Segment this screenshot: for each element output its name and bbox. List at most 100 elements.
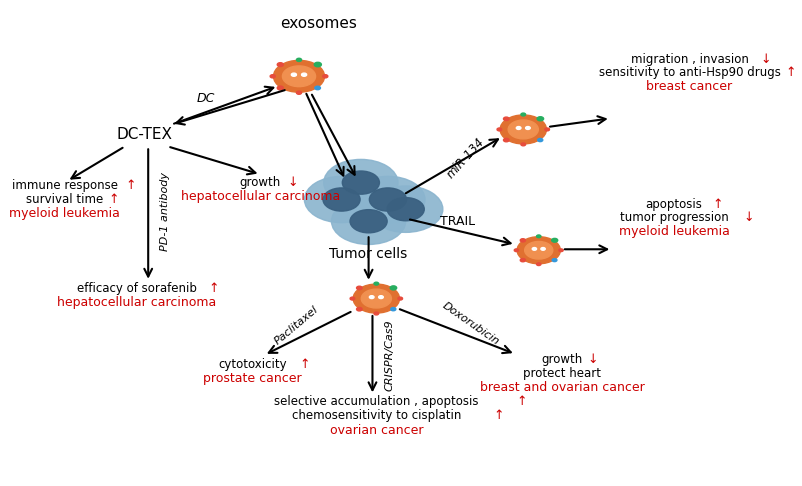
Circle shape (516, 126, 520, 129)
Text: ↑: ↑ (492, 409, 503, 421)
Text: CRISPR/Cas9: CRISPR/Cas9 (383, 319, 394, 391)
Text: growth: growth (240, 176, 281, 189)
Text: hepatocellular carcinoma: hepatocellular carcinoma (180, 190, 339, 203)
Text: efficacy of sorafenib: efficacy of sorafenib (76, 282, 196, 295)
Text: ↑: ↑ (784, 67, 795, 79)
Circle shape (322, 188, 359, 211)
Text: apoptosis: apoptosis (645, 198, 702, 211)
Text: ↑: ↑ (712, 198, 723, 211)
Circle shape (496, 128, 501, 131)
Text: protect heart: protect heart (522, 367, 600, 380)
Circle shape (269, 75, 275, 78)
Circle shape (524, 242, 552, 259)
Text: sensitivity to anti-Hsp90 drugs: sensitivity to anti-Hsp90 drugs (597, 67, 780, 79)
Circle shape (369, 188, 406, 211)
Circle shape (503, 139, 508, 142)
Circle shape (356, 308, 362, 311)
Circle shape (361, 289, 391, 308)
Circle shape (536, 235, 541, 238)
Text: ↑: ↑ (125, 179, 136, 192)
Text: ↑: ↑ (298, 358, 309, 371)
Circle shape (516, 237, 560, 264)
Circle shape (323, 159, 398, 206)
Text: ↑: ↑ (516, 395, 526, 408)
Circle shape (551, 239, 557, 242)
Circle shape (314, 86, 320, 90)
Circle shape (282, 66, 315, 87)
Circle shape (387, 198, 423, 221)
Text: ↓: ↓ (287, 176, 298, 189)
Text: myeloid leukemia: myeloid leukemia (618, 225, 728, 238)
Circle shape (532, 247, 536, 250)
Circle shape (302, 73, 306, 76)
Circle shape (525, 126, 529, 129)
Circle shape (391, 308, 395, 311)
Text: migration , invasion: migration , invasion (630, 53, 747, 66)
Text: breast cancer: breast cancer (646, 80, 731, 93)
Circle shape (304, 176, 379, 223)
Circle shape (537, 139, 542, 141)
Circle shape (520, 259, 525, 262)
Text: myeloid leukemia: myeloid leukemia (10, 207, 120, 220)
Circle shape (552, 259, 557, 261)
Circle shape (520, 239, 525, 242)
Circle shape (398, 297, 402, 300)
Text: Tumor cells: Tumor cells (329, 246, 407, 260)
Text: ↓: ↓ (743, 211, 753, 225)
Circle shape (350, 297, 354, 300)
Text: DC-TEX: DC-TEX (116, 127, 172, 142)
Text: selective accumulation , apoptosis: selective accumulation , apoptosis (273, 395, 478, 408)
Text: PD-1 antibody: PD-1 antibody (160, 172, 169, 251)
Circle shape (342, 171, 379, 194)
Circle shape (500, 115, 546, 144)
Circle shape (390, 286, 396, 290)
Circle shape (353, 284, 399, 313)
Circle shape (277, 86, 283, 90)
Text: exosomes: exosomes (280, 16, 356, 31)
Circle shape (273, 60, 324, 92)
Circle shape (296, 91, 302, 94)
Circle shape (374, 312, 379, 315)
Circle shape (379, 295, 383, 298)
Text: ovarian cancer: ovarian cancer (329, 424, 423, 437)
Circle shape (314, 62, 321, 67)
Circle shape (541, 247, 545, 250)
Text: ↓: ↓ (587, 353, 597, 366)
Circle shape (331, 198, 405, 244)
Circle shape (503, 117, 508, 121)
Circle shape (520, 113, 525, 116)
Circle shape (520, 143, 525, 146)
Text: TRAIL: TRAIL (439, 215, 475, 228)
Circle shape (368, 186, 442, 232)
Text: survival time: survival time (26, 193, 103, 206)
Text: DC: DC (196, 91, 215, 104)
Circle shape (537, 117, 543, 121)
Text: ↑: ↑ (107, 193, 119, 206)
Circle shape (508, 120, 537, 139)
Circle shape (350, 209, 387, 233)
Text: prostate cancer: prostate cancer (203, 372, 302, 385)
Text: immune response: immune response (12, 179, 118, 192)
Circle shape (369, 295, 374, 298)
Text: breast and ovarian cancer: breast and ovarian cancer (479, 381, 643, 394)
Circle shape (558, 249, 562, 252)
Text: cytotoxicity: cytotoxicity (218, 358, 286, 371)
Text: chemosensitivity to cisplatin: chemosensitivity to cisplatin (291, 409, 460, 421)
Text: ↑: ↑ (209, 282, 219, 295)
Circle shape (350, 176, 424, 223)
Circle shape (545, 128, 549, 131)
Text: Doxorubicin: Doxorubicin (439, 301, 500, 347)
Text: ↓: ↓ (759, 53, 770, 66)
Text: growth: growth (541, 353, 581, 366)
Circle shape (277, 63, 283, 67)
Text: Paclitaxel: Paclitaxel (273, 304, 320, 347)
Circle shape (356, 286, 362, 290)
Text: miR-134: miR-134 (444, 136, 486, 181)
Circle shape (374, 282, 379, 285)
Text: hepatocellular carcinoma: hepatocellular carcinoma (57, 296, 216, 309)
Circle shape (536, 263, 541, 265)
Circle shape (291, 73, 296, 76)
Text: tumor progression: tumor progression (619, 211, 727, 225)
Circle shape (322, 75, 327, 78)
Circle shape (296, 58, 302, 61)
